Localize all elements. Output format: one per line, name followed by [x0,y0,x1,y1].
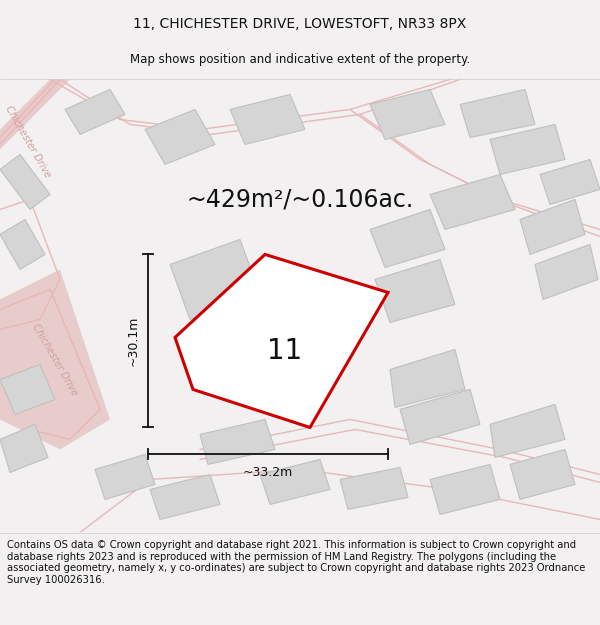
Polygon shape [0,364,55,414]
Text: 11: 11 [268,338,302,366]
Polygon shape [540,159,600,204]
Polygon shape [510,449,575,499]
Polygon shape [240,284,325,354]
Polygon shape [520,199,585,254]
Text: Map shows position and indicative extent of the property.: Map shows position and indicative extent… [130,53,470,66]
Polygon shape [370,209,445,268]
Polygon shape [150,474,220,519]
Polygon shape [0,79,70,149]
Text: Chichester Drive: Chichester Drive [4,104,53,179]
Text: ~33.2m: ~33.2m [243,466,293,479]
Polygon shape [400,389,480,444]
Polygon shape [340,468,408,509]
Polygon shape [65,89,125,134]
Polygon shape [170,239,260,319]
Polygon shape [230,94,305,144]
Polygon shape [95,454,155,499]
Polygon shape [375,259,455,322]
Text: Contains OS data © Crown copyright and database right 2021. This information is : Contains OS data © Crown copyright and d… [7,540,586,585]
Text: 11, CHICHESTER DRIVE, LOWESTOFT, NR33 8PX: 11, CHICHESTER DRIVE, LOWESTOFT, NR33 8P… [133,17,467,31]
Polygon shape [260,459,330,504]
Polygon shape [490,404,565,458]
Polygon shape [370,89,445,139]
Text: ~429m²/~0.106ac.: ~429m²/~0.106ac. [187,188,413,211]
Polygon shape [460,89,535,138]
Polygon shape [145,109,215,164]
Polygon shape [430,464,500,514]
Polygon shape [0,154,50,209]
Polygon shape [430,174,515,229]
Polygon shape [390,349,465,408]
Polygon shape [490,124,565,174]
Text: Chichester Drive: Chichester Drive [31,322,80,397]
Polygon shape [0,424,48,472]
Polygon shape [0,269,110,449]
Polygon shape [0,219,45,269]
Text: ~30.1m: ~30.1m [127,316,140,366]
Polygon shape [175,254,388,428]
Polygon shape [200,419,275,464]
Polygon shape [535,244,598,299]
